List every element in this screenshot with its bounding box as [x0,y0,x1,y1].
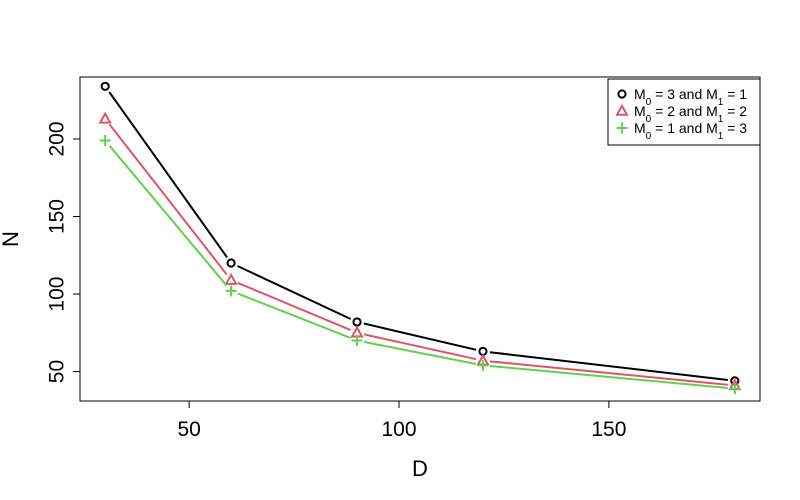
legend-text-part: M [634,103,646,119]
legend-label: M0 = 1 and M1 = 3 [634,120,747,142]
legend-text-part: = 3 and M [651,86,718,102]
series-1 [100,81,740,386]
data-point [226,258,236,268]
legend-item-2: M0 = 2 and M1 = 2 [615,103,747,125]
legend-plus-marker [616,122,628,134]
series-line-segment [108,145,228,287]
x-tick-label: 150 [591,418,626,441]
legend-circle-marker [617,89,627,99]
legend-subscript: 0 [646,131,652,142]
x-axis-title: D [412,456,428,481]
legend-label: M0 = 3 and M1 = 1 [634,86,747,108]
legend-subscript: 1 [718,131,724,142]
series-line-segment [237,292,351,339]
data-point [477,359,489,371]
legend-text-part: = 2 and M [651,103,718,119]
legend: M0 = 3 and M1 = 1M0 = 2 and M1 = 2M0 = 1… [607,78,761,146]
data-point [351,335,363,347]
data-point [352,317,362,327]
data-point [98,111,112,124]
series-line-segment [363,322,477,351]
y-tick-label: 200 [46,121,69,156]
series-line-segment [489,360,728,386]
data-point [729,383,741,395]
series-line-segment [237,265,352,320]
data-point [225,285,237,297]
legend-label: M0 = 2 and M1 = 2 [634,103,747,125]
series-line-segment [489,364,728,389]
data-point [99,135,111,147]
legend-text-part: = 1 [723,86,747,102]
legend-text-part: = 1 and M [651,120,718,136]
legend-subscript: 1 [718,114,724,125]
legend-triangle-marker [615,103,629,116]
y-axis: 50 100 150 200 [46,121,81,383]
legend-item-3: M0 = 1 and M1 = 3 [616,120,747,142]
y-tick-label: 50 [46,360,69,383]
legend-text-part: M [634,120,646,136]
series-line-segment [489,351,728,382]
legend-text-part: = 3 [723,120,747,136]
legend-subscript: 0 [646,97,652,108]
legend-subscript: 0 [646,114,652,125]
legend-item-1: M0 = 3 and M1 = 1 [617,86,747,108]
y-tick-label: 100 [46,277,69,312]
series-line-segment [108,123,228,276]
data-point [100,81,110,91]
series-line-segment [363,333,477,361]
x-tick-label: 50 [177,418,200,441]
y-tick-label: 150 [46,199,69,234]
legend-text-part: = 2 [723,103,747,119]
data-point [224,272,238,285]
y-axis-title: N [0,231,23,247]
series-line-segment [108,91,228,258]
legend-subscript: 1 [718,97,724,108]
legend-text-part: M [634,86,646,102]
x-tick-label: 100 [381,418,416,441]
series-line-segment [363,340,477,365]
x-axis: 50 100 150 [177,400,626,441]
series-3 [99,135,741,395]
series-line-segment [237,281,351,332]
series-2 [98,111,742,391]
legend-box [607,78,761,146]
series-layer [98,81,742,395]
